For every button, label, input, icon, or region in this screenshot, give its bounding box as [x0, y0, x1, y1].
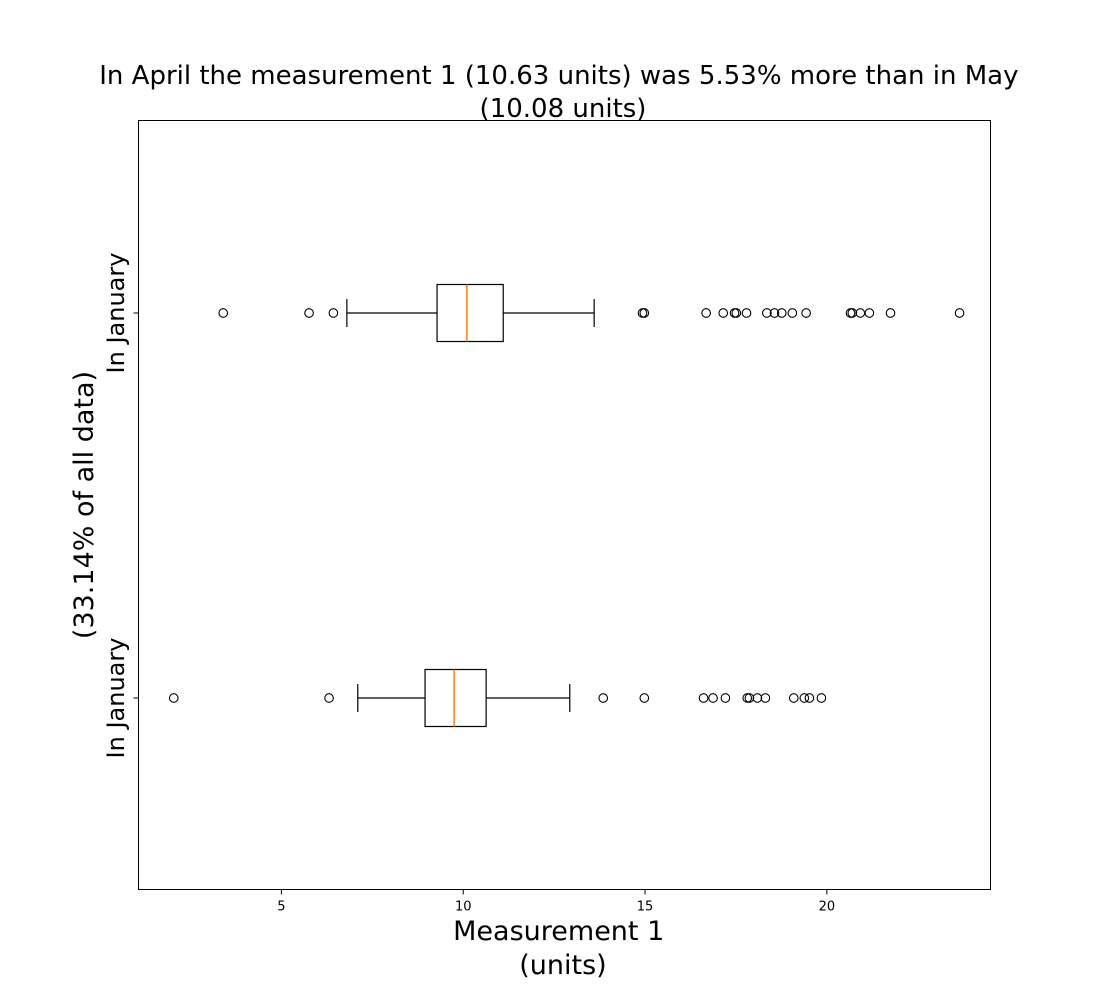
- plot-area: [138, 120, 991, 890]
- outlier-point: [328, 308, 339, 318]
- x-axis: 5 10 15 20: [277, 889, 836, 915]
- x-axis-label-line-2: (units): [519, 950, 606, 981]
- outlier-point: [720, 693, 731, 703]
- outlier-point: [731, 308, 742, 318]
- box-iqr: [436, 283, 504, 343]
- outlier-point: [816, 693, 827, 703]
- outlier-point: [776, 308, 787, 318]
- y-tick-label: In January: [102, 253, 130, 374]
- outlier-point: [787, 308, 798, 318]
- outlier-point: [760, 693, 771, 703]
- y-tick-label: In January: [102, 638, 130, 759]
- outlier-point: [701, 308, 711, 318]
- outlier-point: [598, 693, 609, 703]
- outlier-point: [218, 308, 229, 318]
- outlier-point: [762, 308, 772, 318]
- chart-title-line-2: (10.08 units): [480, 94, 647, 124]
- y-axis: In January In January: [102, 253, 139, 759]
- outlier-point: [324, 693, 334, 703]
- chart-title: In April the measurement 1 (10.63 units)…: [99, 61, 1026, 124]
- outlier-point: [788, 693, 799, 703]
- outlier-point: [718, 308, 729, 318]
- outlier-point: [744, 693, 755, 703]
- x-tick-label: 10: [455, 900, 472, 915]
- outlier-point: [304, 308, 314, 318]
- outlier-point: [804, 693, 815, 703]
- outlier-point: [799, 693, 810, 703]
- y-axis-label: (33.14% of all data): [69, 371, 100, 639]
- outlier-point: [708, 693, 718, 703]
- chart-title-line-1: In April the measurement 1 (10.63 units)…: [99, 61, 1018, 91]
- outlier-point: [954, 308, 965, 318]
- outlier-point: [752, 693, 763, 703]
- box-series: [168, 283, 965, 728]
- outlier-point: [741, 308, 752, 318]
- x-tick-label: 15: [637, 900, 654, 915]
- outlier-point: [168, 693, 179, 703]
- outlier-point: [847, 308, 858, 318]
- x-tick-label: 20: [819, 900, 836, 915]
- outlier-point: [885, 308, 896, 318]
- outlier-point: [769, 308, 780, 318]
- outlier-point: [742, 693, 753, 703]
- box-iqr: [424, 668, 487, 728]
- outlier-point: [855, 308, 866, 318]
- outlier-point: [639, 308, 650, 318]
- outlier-point: [698, 693, 709, 703]
- outlier-point: [864, 308, 875, 318]
- x-axis-label-line-1: Measurement 1: [453, 916, 664, 947]
- x-axis-label: Measurement 1 (units): [453, 916, 673, 981]
- x-tick-label: 5: [277, 900, 285, 915]
- outlier-point: [801, 308, 811, 318]
- outlier-point: [639, 693, 650, 703]
